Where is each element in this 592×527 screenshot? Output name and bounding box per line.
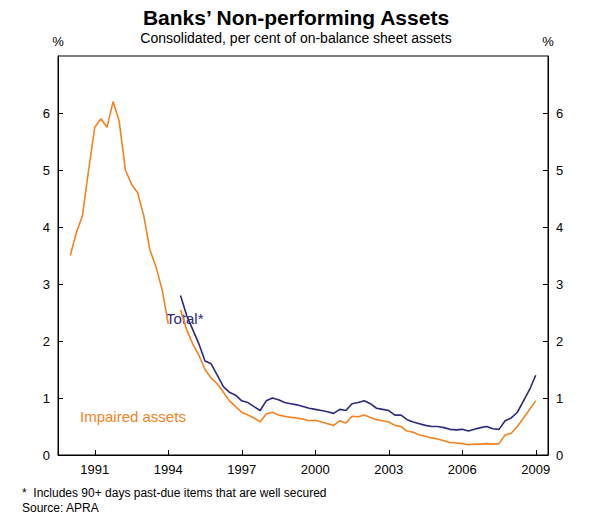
svg-text:2: 2 <box>556 334 563 349</box>
svg-text:1: 1 <box>43 391 50 406</box>
svg-text:0: 0 <box>43 448 50 463</box>
svg-text:6: 6 <box>43 106 50 121</box>
svg-text:%: % <box>52 34 64 49</box>
svg-text:3: 3 <box>43 277 50 292</box>
svg-text:1: 1 <box>556 391 563 406</box>
svg-text:5: 5 <box>556 163 563 178</box>
svg-text:4: 4 <box>43 220 50 235</box>
svg-text:Impaired assets: Impaired assets <box>80 408 186 425</box>
svg-text:3: 3 <box>556 277 563 292</box>
svg-text:2: 2 <box>43 334 50 349</box>
svg-text:2003: 2003 <box>374 462 403 477</box>
svg-text:2009: 2009 <box>521 462 550 477</box>
svg-text:* Includes 90+ days past-due: * Includes 90+ days past-due items that … <box>22 486 327 500</box>
svg-text:2000: 2000 <box>301 462 330 477</box>
svg-text:4: 4 <box>556 220 563 235</box>
svg-text:Total*: Total* <box>166 310 204 327</box>
svg-text:Banks’ Non-performing Assets: Banks’ Non-performing Assets <box>143 6 449 29</box>
svg-text:%: % <box>542 34 554 49</box>
svg-text:1994: 1994 <box>154 462 183 477</box>
svg-text:5: 5 <box>43 163 50 178</box>
svg-text:Source: APRA: Source: APRA <box>22 501 99 515</box>
svg-text:6: 6 <box>556 106 563 121</box>
svg-text:1991: 1991 <box>80 462 109 477</box>
svg-text:Consolidated, per cent of on-b: Consolidated, per cent of on-balance she… <box>140 30 451 46</box>
svg-text:0: 0 <box>556 448 563 463</box>
svg-text:1997: 1997 <box>227 462 256 477</box>
svg-text:2006: 2006 <box>448 462 477 477</box>
